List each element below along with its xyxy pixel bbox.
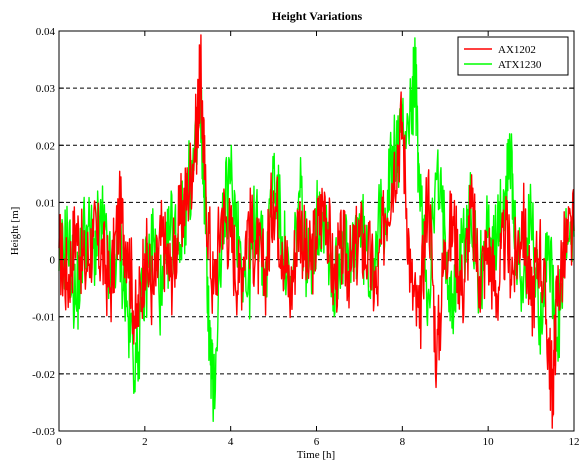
y-tick-label-0: -0.03	[32, 426, 55, 438]
legend-label-0: AX1202	[498, 44, 536, 56]
y-tick-label-7: 0.04	[36, 26, 56, 38]
legend: AX1202 ATX1230	[457, 36, 569, 76]
x-tick-label-4: 8	[400, 436, 406, 448]
y-tick-label-6: 0.03	[36, 83, 56, 95]
legend-box	[457, 36, 569, 76]
y-tick-label-1: -0.02	[32, 369, 55, 381]
y-tick-label-4: 0.01	[36, 197, 55, 209]
chart-title: Height Variations	[272, 9, 363, 23]
y-tick-label-3: 0	[50, 255, 56, 267]
x-tick-label-0: 0	[56, 436, 62, 448]
y-tick-label-5: 0.02	[36, 140, 55, 152]
series-line-0	[58, 34, 575, 429]
x-tick-label-1: 2	[142, 436, 148, 448]
y-axis-label: Height [m]	[9, 207, 21, 256]
x-tick-label-6: 12	[569, 436, 579, 448]
x-axis-label: Time [h]	[297, 449, 335, 461]
legend-label-1: ATX1230	[498, 59, 542, 71]
axis-ticks: -0.03 -0.02 -0.01 0 0.01 0.02 0.03 0.04 0 2 4 6 8 10 1…	[32, 26, 579, 448]
x-tick-label-5: 10	[483, 436, 495, 448]
x-tick-label-3: 6	[314, 436, 320, 448]
y-tick-label-2: -0.01	[32, 312, 55, 324]
x-tick-label-2: 4	[228, 436, 234, 448]
series-lines	[58, 34, 575, 429]
